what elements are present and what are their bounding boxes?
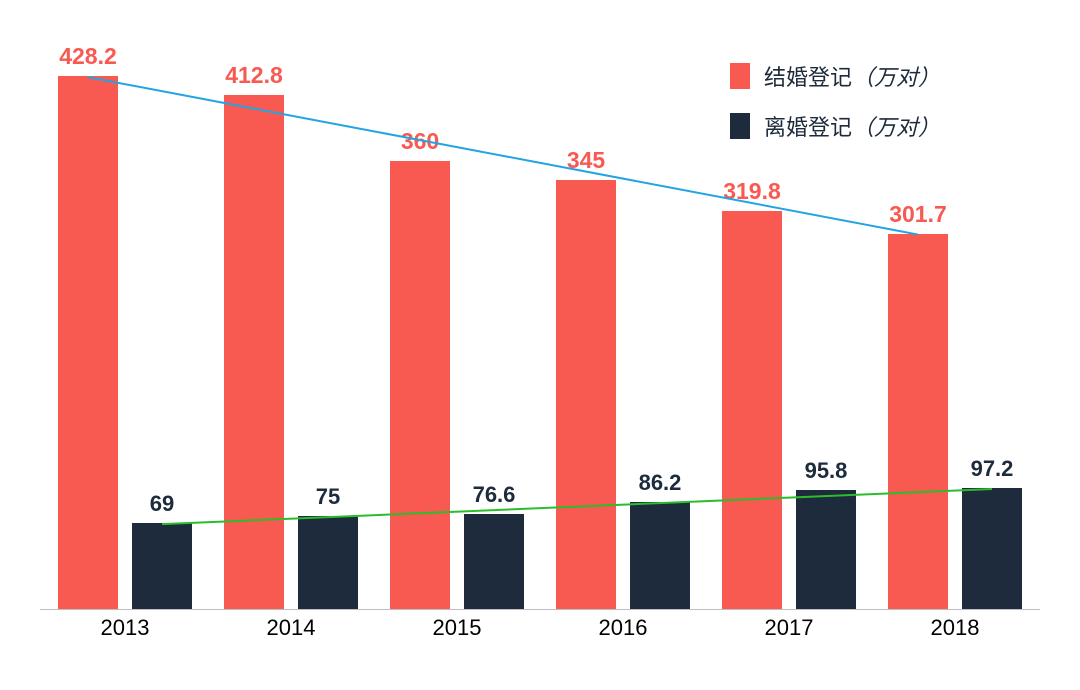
bar-marriage	[58, 76, 118, 609]
legend-item-divorce: 离婚登记（万对）	[730, 110, 990, 142]
value-label-divorce: 75	[278, 484, 378, 510]
bar-divorce	[630, 502, 690, 609]
x-axis-label: 2015	[374, 615, 540, 641]
bar-group: 412.875	[208, 50, 374, 609]
bar-marriage	[888, 234, 948, 609]
bar-divorce	[796, 490, 856, 609]
value-label-marriage: 301.7	[868, 201, 968, 228]
value-label-divorce: 86.2	[610, 470, 710, 496]
bar-marriage	[390, 161, 450, 609]
bar-marriage	[556, 180, 616, 609]
bar-group: 34586.2	[540, 50, 706, 609]
x-axis-label: 2017	[706, 615, 872, 641]
x-axis-label: 2013	[42, 615, 208, 641]
bar-divorce	[464, 514, 524, 609]
x-axis-label: 2014	[208, 615, 374, 641]
value-label-marriage: 319.8	[702, 178, 802, 205]
value-label-divorce: 69	[112, 491, 212, 517]
bar-divorce	[298, 516, 358, 609]
legend-label-text: 结婚登记	[764, 65, 852, 90]
legend-item-marriage: 结婚登记（万对）	[730, 60, 990, 92]
bar-group: 36076.6	[374, 50, 540, 609]
value-label-marriage: 412.8	[204, 62, 304, 89]
legend: 结婚登记（万对） 离婚登记（万对）	[730, 60, 990, 160]
value-label-divorce: 76.6	[444, 482, 544, 508]
legend-swatch-divorce	[730, 113, 750, 139]
x-axis-label: 2016	[540, 615, 706, 641]
bar-marriage	[722, 211, 782, 609]
bar-group: 428.269	[42, 50, 208, 609]
legend-unit: （万对）	[852, 115, 940, 140]
x-axis-label: 2018	[872, 615, 1038, 641]
legend-label-text: 离婚登记	[764, 115, 852, 140]
chart-container: 428.269412.87536076.634586.2319.895.8301…	[40, 50, 1040, 650]
bar-divorce	[132, 523, 192, 609]
bar-marriage	[224, 95, 284, 609]
value-label-marriage: 345	[536, 147, 636, 174]
legend-unit: （万对）	[852, 65, 940, 90]
value-label-marriage: 428.2	[38, 43, 138, 70]
legend-label-divorce: 离婚登记（万对）	[764, 110, 940, 142]
legend-label-marriage: 结婚登记（万对）	[764, 60, 940, 92]
value-label-marriage: 360	[370, 128, 470, 155]
value-label-divorce: 97.2	[942, 456, 1042, 482]
bar-divorce	[962, 488, 1022, 609]
legend-swatch-marriage	[730, 63, 750, 89]
value-label-divorce: 95.8	[776, 458, 876, 484]
